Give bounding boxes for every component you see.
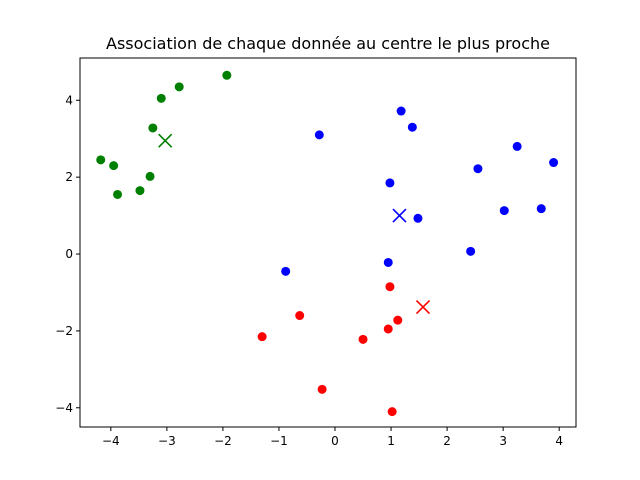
axis-ticks: −4 −3 −2 −1 0 1 2 3 4 −4 −2 0 2 4	[55, 93, 563, 448]
y-tick-label: −4	[55, 401, 73, 415]
data-point	[549, 158, 559, 168]
data-point	[113, 189, 123, 199]
data-point	[536, 204, 546, 214]
data-point	[135, 186, 145, 196]
chart-title: Association de chaque donnée au centre l…	[106, 34, 550, 53]
x-tick-label: 0	[331, 434, 339, 448]
data-point	[407, 122, 417, 132]
y-tick-label: 2	[65, 170, 73, 184]
x-tick-label: −2	[214, 434, 232, 448]
data-point	[281, 266, 291, 276]
x-tick-label: 3	[499, 434, 507, 448]
data-point	[383, 324, 393, 334]
data-point	[96, 155, 106, 165]
data-point	[413, 213, 423, 223]
data-point	[148, 123, 158, 133]
data-point	[385, 282, 395, 292]
plot-frame	[79, 57, 577, 428]
x-tick-label: 2	[443, 434, 451, 448]
data-point	[174, 82, 184, 92]
data-point	[387, 407, 397, 417]
data-point	[145, 171, 155, 181]
y-tick-label: −2	[55, 324, 73, 338]
x-tick-label: 4	[555, 434, 563, 448]
x-tick-label: 1	[387, 434, 395, 448]
data-point	[314, 130, 324, 140]
x-tick-label: −3	[158, 434, 176, 448]
data-point	[222, 70, 232, 80]
data-point	[383, 257, 393, 267]
centroid-marker	[415, 300, 431, 315]
x-tick-label: −4	[102, 434, 120, 448]
y-tick-label: 0	[65, 247, 73, 261]
data-point	[257, 332, 267, 342]
data-point	[358, 334, 368, 344]
data-point	[512, 141, 522, 151]
data-point	[466, 246, 476, 256]
data-point	[156, 93, 166, 103]
y-tick-label: 4	[65, 93, 73, 107]
data-point	[295, 311, 305, 321]
data-point	[499, 206, 509, 216]
data-point	[393, 315, 403, 325]
x-tick-label: −1	[270, 434, 288, 448]
plot-marks	[96, 70, 559, 417]
data-point	[473, 164, 483, 174]
data-point	[317, 384, 327, 394]
data-point	[109, 161, 119, 171]
centroid-marker	[158, 133, 173, 148]
data-point	[385, 178, 395, 188]
data-point	[396, 106, 406, 116]
centroid-marker	[392, 208, 407, 223]
